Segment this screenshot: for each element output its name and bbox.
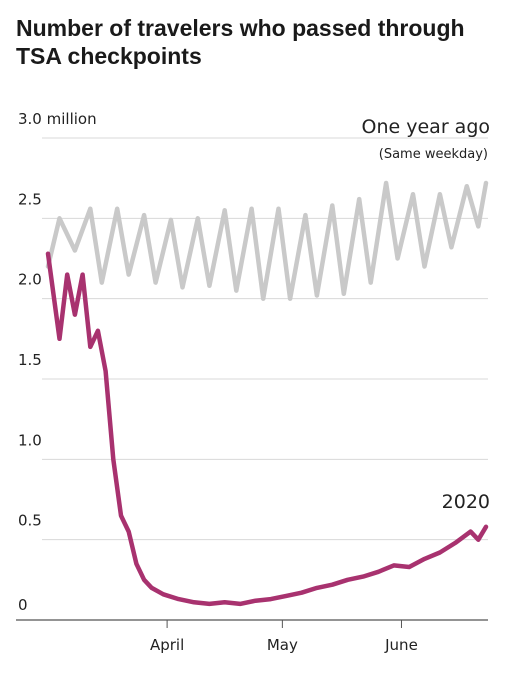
y-tick-label: 0 — [18, 596, 28, 614]
series-label-one-year-ago: One year ago — [362, 116, 490, 138]
y-tick-label: 2.0 — [18, 271, 42, 289]
y-tick-label: 3.0 million — [18, 110, 97, 128]
y-tick-label: 2.5 — [18, 190, 42, 208]
y-tick-label: 0.5 — [18, 512, 42, 530]
series-note-same-weekday: (Same weekday) — [379, 147, 488, 162]
series-line-one-year-ago — [45, 180, 489, 301]
y-tick-label: 1.0 — [18, 431, 42, 449]
y-tick-label: 1.5 — [18, 351, 42, 369]
x-tick-label: May — [267, 636, 298, 654]
series-label-2020: 2020 — [442, 491, 490, 513]
chart-title: Number of travelers who passed through T… — [16, 15, 465, 69]
x-tick-label: April — [150, 636, 184, 654]
series-line-2020 — [45, 251, 489, 607]
x-tick-label: June — [384, 636, 418, 654]
